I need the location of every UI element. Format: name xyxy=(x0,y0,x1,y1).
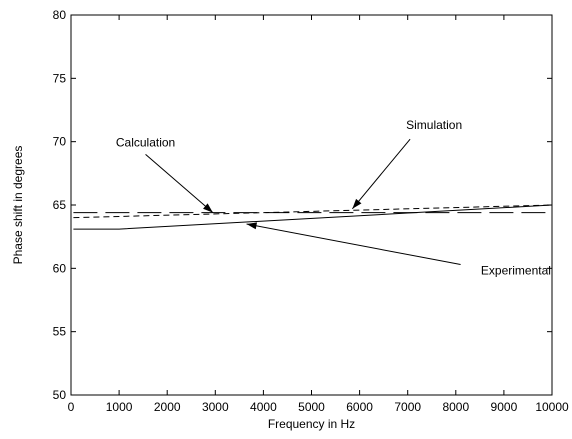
y-tick-label: 75 xyxy=(53,71,67,85)
y-tick-label: 65 xyxy=(53,198,67,212)
plot-area xyxy=(70,14,553,396)
x-tick-label: 3000 xyxy=(202,400,229,414)
series-line-experimental xyxy=(73,204,553,230)
y-tick-label: 70 xyxy=(53,135,67,149)
axis-ticks: 0 1000 2000 3000 4000 5000 6000 7000 8000 9000 100… xyxy=(53,8,569,414)
x-tick-label: 5000 xyxy=(298,400,325,414)
annotation-calculation: Calculation xyxy=(116,136,175,150)
annotations: Calculation Simulation Experimental xyxy=(116,118,551,278)
annotation-arrowhead-simulation xyxy=(352,198,362,209)
annotation-arrowhead-experimental xyxy=(246,222,258,230)
annotation-simulation: Simulation xyxy=(406,118,462,132)
annotation-experimental: Experimental xyxy=(481,264,551,278)
y-tick-label: 55 xyxy=(53,325,67,339)
y-tick-label: 60 xyxy=(53,261,67,275)
y-axis-label: Phase shift in degrees xyxy=(11,146,25,265)
x-tick-label: 2000 xyxy=(154,400,181,414)
x-tick-label: 9000 xyxy=(491,400,518,414)
annotation-arrow-experimental xyxy=(246,223,461,266)
annotation-arrow-calculation xyxy=(145,153,214,213)
x-tick-label: 7000 xyxy=(394,400,421,414)
x-tick-label: 8000 xyxy=(442,400,469,414)
y-tick-label: 50 xyxy=(53,388,67,402)
x-axis-label: Frequency in Hz xyxy=(268,417,355,431)
annotation-arrow-simulation xyxy=(351,138,411,210)
x-tick-label: 1000 xyxy=(106,400,133,414)
annotation-arrowhead-calculation xyxy=(203,203,213,213)
x-tick-label: 6000 xyxy=(346,400,373,414)
series-lines xyxy=(73,204,553,230)
y-tick-label: 80 xyxy=(53,8,67,22)
x-tick-label: 4000 xyxy=(250,400,277,414)
x-tick-label: 10000 xyxy=(535,400,569,414)
x-tick-label: 0 xyxy=(68,400,75,414)
